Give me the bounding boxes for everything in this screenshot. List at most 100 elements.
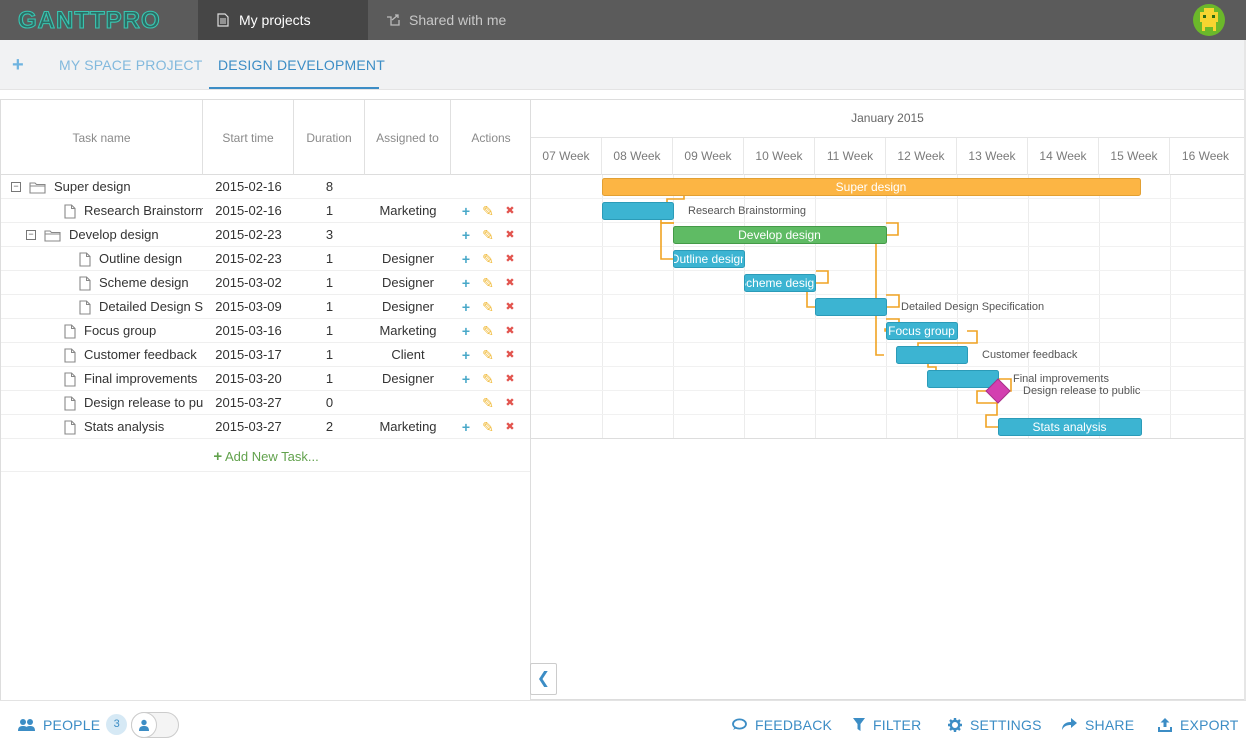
develop-design-bar[interactable]	[673, 226, 887, 244]
column-header-duration[interactable]: Duration	[294, 100, 365, 175]
task-name-cell[interactable]: Research Brainstorming	[1, 199, 203, 223]
add-subtask-icon[interactable]: +	[461, 227, 471, 243]
delete-icon[interactable]: ✖	[505, 229, 515, 241]
settings-button[interactable]: SETTINGS	[948, 701, 1042, 748]
scheme-design-bar[interactable]	[744, 274, 816, 292]
focus-group-bar-label[interactable]: Focus group	[888, 324, 955, 338]
assigned-to-cell[interactable]: Marketing	[379, 419, 437, 434]
assigned-to-cell[interactable]: Designer	[381, 299, 435, 314]
delete-icon[interactable]: ✖	[505, 253, 515, 265]
add-subtask-icon[interactable]: +	[461, 275, 471, 291]
tab-my-projects[interactable]: My projects	[198, 0, 368, 40]
edit-pencil-icon[interactable]: ✎	[482, 371, 494, 387]
duration-cell[interactable]: 0	[325, 395, 334, 410]
task-name-cell[interactable]: Focus group	[1, 319, 203, 343]
task-name-cell[interactable]: Outline design	[1, 247, 203, 271]
delete-icon[interactable]: ✖	[505, 277, 515, 289]
assigned-to-cell[interactable]: Designer	[381, 251, 435, 266]
add-subtask-icon[interactable]: +	[461, 299, 471, 315]
edit-pencil-icon[interactable]: ✎	[482, 275, 494, 291]
scheme-design-bar-label[interactable]: Scheme design	[738, 276, 821, 290]
add-subtask-icon[interactable]: +	[461, 419, 471, 435]
table-row[interactable]: Focus group 2015-03-16 1 Marketing + ✎ ✖	[1, 319, 531, 343]
task-name-cell[interactable]: Detailed Design Specification	[1, 295, 203, 319]
column-header-task-name[interactable]: Task name	[1, 100, 203, 175]
edit-pencil-icon[interactable]: ✎	[482, 395, 494, 411]
export-button[interactable]: EXPORT	[1158, 701, 1239, 748]
detailed-design-bar[interactable]	[815, 298, 887, 316]
edit-pencil-icon[interactable]: ✎	[482, 347, 494, 363]
focus-group-bar[interactable]	[886, 322, 958, 340]
app-logo[interactable]: GANTTPRO	[17, 6, 161, 35]
edit-pencil-icon[interactable]: ✎	[482, 419, 494, 435]
edit-pencil-icon[interactable]: ✎	[482, 299, 494, 315]
edit-pencil-icon[interactable]: ✎	[482, 251, 494, 267]
customer-feedback-bar-label[interactable]: Customer feedback	[982, 349, 1078, 361]
start-time-cell[interactable]: 2015-02-16	[215, 203, 282, 218]
delete-icon[interactable]: ✖	[505, 325, 515, 337]
filter-button[interactable]: FILTER	[853, 701, 921, 748]
vertical-scrollbar[interactable]	[1244, 40, 1246, 700]
add-subtask-icon[interactable]: +	[461, 203, 471, 219]
assigned-to-cell[interactable]	[365, 391, 451, 415]
final-improvements-bar-label[interactable]: Final improvements	[1013, 373, 1109, 385]
delete-icon[interactable]: ✖	[505, 421, 515, 433]
people-toggle[interactable]	[131, 712, 179, 738]
task-name-cell[interactable]: Scheme design	[1, 271, 203, 295]
collapse-toggle-icon[interactable]: −	[26, 230, 36, 240]
table-row[interactable]: Design release to public 2015-03-27 0 ✎ ✖	[1, 391, 531, 415]
final-improvements-bar[interactable]	[927, 370, 999, 388]
duration-cell[interactable]: 8	[325, 179, 334, 194]
add-new-task-button[interactable]: + Add New Task...	[1, 442, 531, 472]
start-time-cell[interactable]: 2015-02-23	[215, 227, 282, 242]
feedback-button[interactable]: FEEDBACK	[732, 701, 832, 748]
delete-icon[interactable]: ✖	[505, 301, 515, 313]
column-header-assigned-to[interactable]: Assigned to	[365, 100, 451, 175]
collapse-toggle-icon[interactable]: −	[11, 182, 21, 192]
task-name-cell[interactable]: Final improvements	[1, 367, 203, 391]
start-time-cell[interactable]: 2015-03-27	[215, 419, 282, 434]
table-row[interactable]: Scheme design 2015-03-02 1 Designer + ✎ ✖	[1, 271, 531, 295]
start-time-cell[interactable]: 2015-03-27	[215, 395, 282, 410]
share-button[interactable]: SHARE	[1062, 701, 1134, 748]
stats-analysis-bar[interactable]	[998, 418, 1142, 436]
research-brainstorming-bar-label[interactable]: Research Brainstorming	[688, 205, 806, 217]
start-time-cell[interactable]: 2015-03-02	[215, 275, 282, 290]
edit-pencil-icon[interactable]: ✎	[482, 203, 494, 219]
assigned-to-cell[interactable]	[365, 175, 451, 199]
super-design-bar[interactable]	[602, 178, 1141, 196]
table-row[interactable]: Research Brainstorming 2015-02-16 1 Marketi…	[1, 199, 531, 223]
assigned-to-cell[interactable]: Marketing	[379, 323, 437, 338]
milestone-diamond-bar[interactable]	[985, 378, 1011, 404]
delete-icon[interactable]: ✖	[505, 373, 515, 385]
table-row[interactable]: Outline design 2015-02-23 1 Designer + ✎ ✖	[1, 247, 531, 271]
develop-design-bar-label[interactable]: Develop design	[738, 228, 821, 242]
delete-icon[interactable]: ✖	[505, 397, 515, 409]
add-subtask-icon[interactable]: +	[461, 371, 471, 387]
table-row[interactable]: − Develop design 2015-02-23 3 + ✎ ✖	[1, 223, 531, 247]
assigned-to-cell[interactable]: Designer	[381, 371, 435, 386]
table-row[interactable]: Detailed Design Specification 2015-03-09 1…	[1, 295, 531, 319]
tab-shared-with-me[interactable]: Shared with me	[368, 0, 538, 40]
duration-cell[interactable]: 1	[325, 251, 334, 266]
duration-cell[interactable]: 1	[325, 371, 334, 386]
duration-cell[interactable]: 1	[325, 275, 334, 290]
delete-icon[interactable]: ✖	[505, 349, 515, 361]
table-row[interactable]: − Super design 2015-02-16 8	[1, 175, 531, 199]
duration-cell[interactable]: 1	[325, 323, 334, 338]
start-time-cell[interactable]: 2015-02-16	[215, 179, 282, 194]
stats-analysis-bar-label[interactable]: Stats analysis	[1032, 420, 1106, 434]
duration-cell[interactable]: 1	[325, 203, 334, 218]
task-name-cell[interactable]: − Super design	[1, 175, 203, 199]
duration-cell[interactable]: 1	[325, 299, 334, 314]
task-name-cell[interactable]: Customer feedback	[1, 343, 203, 367]
research-brainstorming-bar[interactable]	[602, 202, 674, 220]
user-avatar[interactable]	[1193, 4, 1225, 36]
add-subtask-icon[interactable]: +	[461, 251, 471, 267]
table-row[interactable]: Customer feedback 2015-03-17 1 Client + ✎ ✖	[1, 343, 531, 367]
duration-cell[interactable]: 1	[325, 347, 334, 362]
task-name-cell[interactable]: Stats analysis	[1, 415, 203, 439]
task-name-cell[interactable]: Design release to public	[1, 391, 203, 415]
collapse-grid-button[interactable]: ❮	[530, 663, 557, 695]
duration-cell[interactable]: 3	[325, 227, 334, 242]
